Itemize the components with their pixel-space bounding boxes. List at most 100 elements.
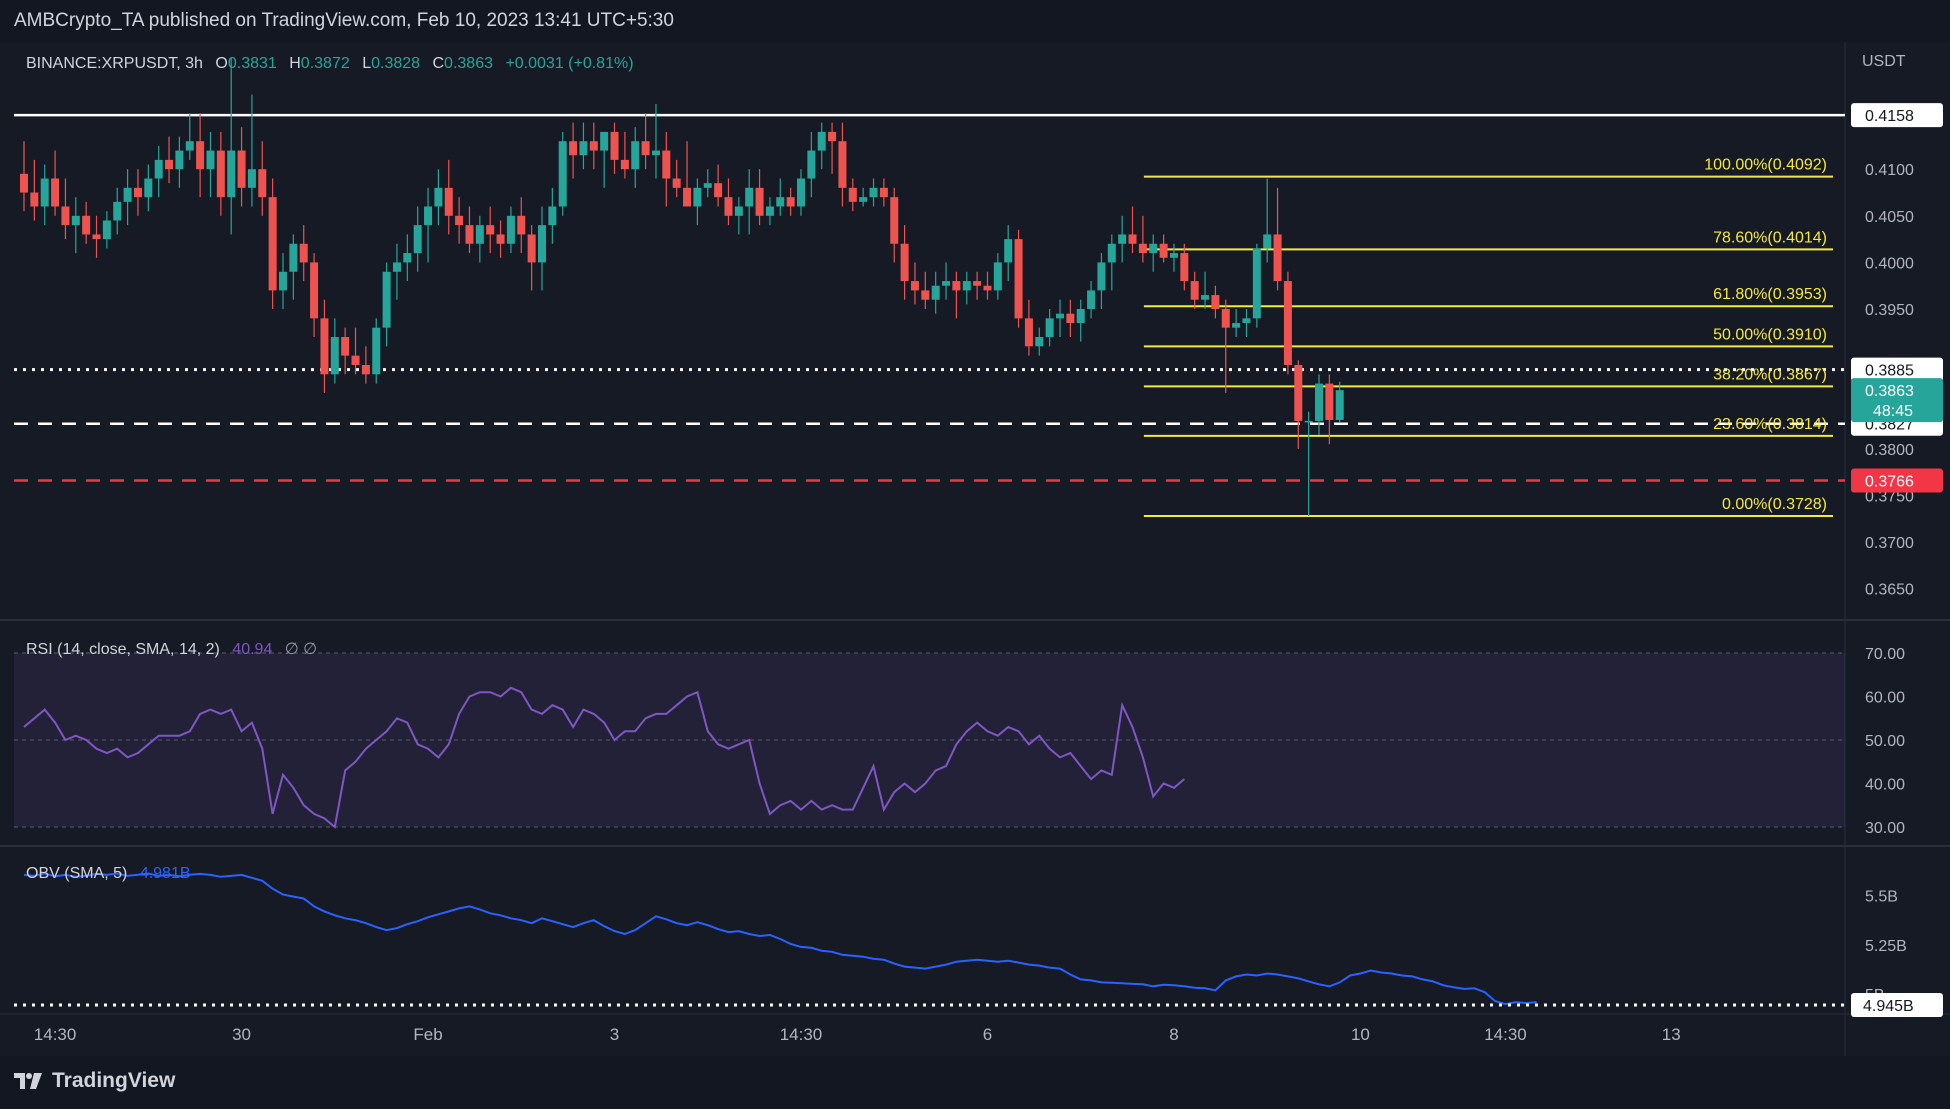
candle-body (879, 187, 888, 198)
horizontal-levels-group (14, 113, 1845, 482)
candle (289, 234, 298, 300)
time-tick-label: 6 (983, 1025, 992, 1044)
candle (962, 271, 971, 305)
candle-body (610, 131, 619, 160)
candle-body (196, 141, 205, 170)
candle-body (828, 131, 837, 142)
price-label-stop-level: 0.3766 (1851, 468, 1943, 493)
candle (1159, 234, 1168, 263)
rsi-line (23, 686, 1185, 829)
candle-body (1087, 290, 1096, 310)
obv-tick-label: 5.25B (1865, 938, 1907, 955)
candle-body (258, 169, 267, 198)
candle-body (1201, 295, 1210, 300)
candle (279, 253, 287, 310)
candle (765, 197, 774, 226)
time-tick-label: 14:30 (1484, 1025, 1527, 1044)
candle-body (154, 159, 163, 179)
time-tick-label: 14:30 (780, 1025, 823, 1044)
candle-body (113, 201, 122, 221)
candle (900, 225, 909, 300)
ohlc-low-key: L (362, 55, 371, 72)
candle (589, 122, 598, 170)
candle (807, 131, 816, 198)
tradingview-brand: TradingView (52, 1069, 176, 1092)
candle-body (672, 178, 681, 188)
candle-body (1211, 295, 1220, 310)
price-axis-group[interactable]: 0.41000.40500.40000.39500.38000.37500.37… (1851, 103, 1943, 1018)
candle (631, 127, 640, 188)
candle-body (102, 220, 111, 240)
candle-body (1283, 281, 1292, 365)
candle-body (651, 150, 660, 156)
candle-body (620, 159, 629, 170)
candle (1263, 178, 1272, 263)
candle (465, 206, 474, 254)
tradingview-logo[interactable]: TradingView (14, 1069, 175, 1093)
candle-body (983, 285, 992, 291)
obv-level-label-bg (1851, 993, 1943, 1018)
obv-legend[interactable]: OBV (SMA, 5) 4.981B (26, 865, 191, 882)
candle (382, 262, 391, 347)
candle (1004, 225, 1013, 282)
chart-area[interactable]: 100.00%(0.4092) 78.60%(0.4014) 61.80%(0.39… (0, 42, 1950, 1056)
candle (641, 113, 650, 170)
chart-svg[interactable]: 100.00%(0.4092) 78.60%(0.4014) 61.80%(0.39… (0, 42, 1950, 1056)
candle (330, 318, 339, 384)
candle (1097, 253, 1106, 310)
candle-body (82, 215, 91, 235)
candle (92, 215, 101, 258)
candle-body (848, 187, 857, 202)
candle (672, 159, 681, 198)
rsi-tick-label: 60.00 (1865, 690, 1905, 707)
candle (1315, 374, 1323, 435)
candle (548, 187, 557, 244)
candle-body (144, 178, 153, 198)
candle-body (372, 327, 381, 375)
fib-level-label: 38.20%(0.3867) (1713, 366, 1827, 383)
candle (475, 215, 484, 263)
fibonacci-group[interactable]: 100.00%(0.4092) 78.60%(0.4014) 61.80%(0.39… (1143, 157, 1833, 517)
candle-body (797, 178, 805, 207)
candle (1201, 271, 1210, 310)
price-label-support-dotted: 0.3885 (1851, 357, 1943, 382)
candle-body (1056, 313, 1064, 319)
candle-body (123, 187, 132, 202)
candle (734, 197, 743, 235)
candle-body (227, 150, 236, 198)
symbol-legend[interactable]: BINANCE:XRPUSDT, 3h O0.3831 H0.3872 L0.3… (26, 55, 634, 72)
rsi-legend[interactable]: RSI (14, close, SMA, 14, 2) 40.94 ∅ ∅ (26, 641, 317, 658)
candle-body (890, 197, 899, 244)
candle-body (931, 285, 940, 300)
candle (620, 131, 629, 179)
candle (1076, 299, 1085, 342)
candle-body (185, 141, 194, 151)
price-label-support-dotted-text: 0.3885 (1865, 363, 1914, 380)
candle-body (1066, 313, 1075, 324)
candle-body (403, 253, 412, 263)
candle (538, 206, 546, 291)
time-axis-group[interactable]: 14:30 30 Feb 3 14:30 6 8 10 14:30 13 (34, 1025, 1681, 1044)
candles-group (20, 57, 1344, 516)
candle-body (310, 262, 319, 319)
candle (517, 197, 526, 254)
fib-level-label: 0.00%(0.3728) (1722, 496, 1827, 513)
candle-body (693, 187, 702, 207)
obv-tick-label: 5.5B (1865, 889, 1898, 906)
candle-body (786, 197, 795, 207)
candle (1118, 215, 1127, 263)
candle (1335, 381, 1344, 423)
candle-body (1169, 253, 1178, 258)
price-tick-label: 0.4050 (1865, 209, 1914, 226)
candle (931, 271, 940, 314)
candle (1107, 234, 1116, 291)
time-tick-label: 14:30 (34, 1025, 77, 1044)
candle (506, 206, 515, 254)
candle-body (444, 187, 453, 216)
candle (610, 122, 619, 174)
candle-body (289, 243, 298, 272)
fib-level-label: 78.60%(0.4014) (1713, 229, 1827, 246)
candle-body (486, 225, 495, 235)
candle (1180, 243, 1189, 291)
candle-body (237, 150, 246, 188)
